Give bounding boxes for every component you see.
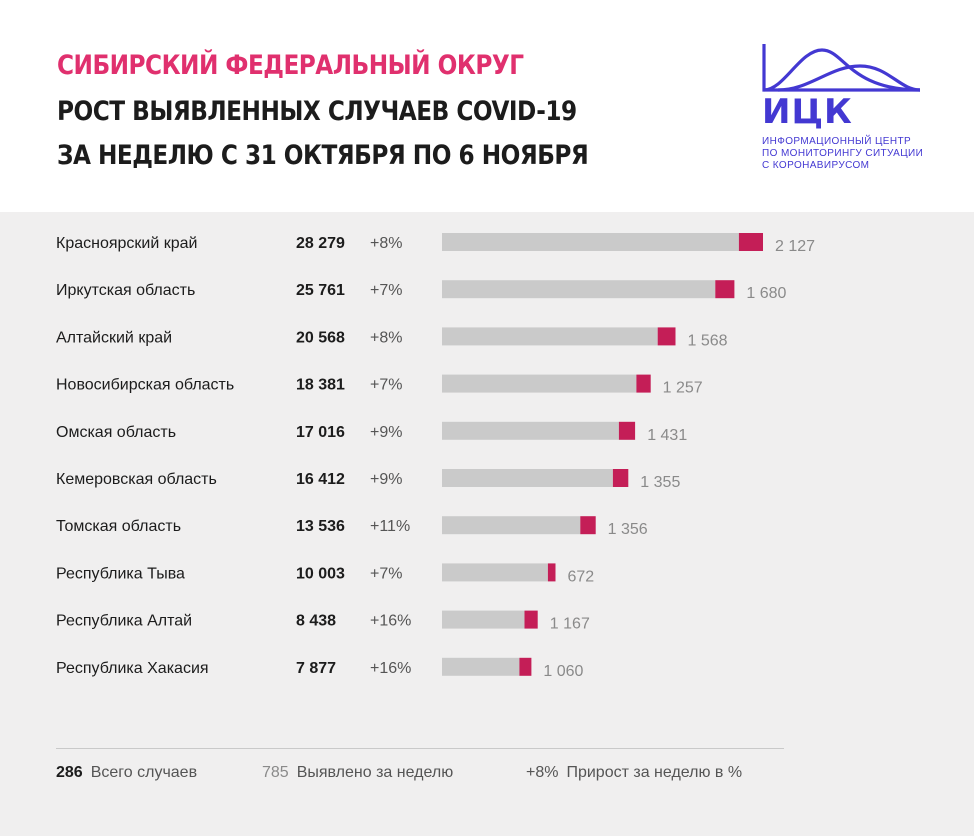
bar-previous [442,374,637,393]
growth-label: +7% [370,565,402,582]
week-value-label: 1 060 [543,663,583,680]
bar-week [519,657,532,676]
total-value-label: 18 381 [296,377,345,394]
logo-mountains-icon [762,44,921,92]
legend-week: 785 Выявлено за неделю [262,764,453,782]
total-value-label: 16 412 [296,471,345,488]
bar-week [657,327,676,346]
region-label: Республика Алтай [56,613,192,630]
bar-week [618,421,636,440]
bar-week [580,516,596,535]
week-value-label: 1 167 [550,616,590,633]
legend-growth: +8% Прирост за неделю в % [526,764,742,782]
total-value-label: 17 016 [296,424,345,441]
growth-label: +8% [370,329,402,346]
bar-previous [442,421,619,440]
region-label: Алтайский край [56,329,172,346]
total-value-label: 8 438 [296,613,336,630]
legend-total-value: 286 [56,764,83,781]
total-value-label: 25 761 [296,282,345,299]
week-value-label: 1 431 [647,427,687,444]
bar-previous [442,657,520,676]
bar-week [547,563,556,582]
week-value-label: 2 127 [775,238,815,255]
logo-desc-line: ПО МОНИТОРИНГУ СИТУАЦИИ [762,148,924,159]
growth-label: +9% [370,471,402,488]
week-value-label: 1 355 [640,474,680,491]
bar-previous [442,327,658,346]
growth-label: +16% [370,613,411,630]
bar-previous [442,280,716,299]
growth-label: +7% [370,282,402,299]
total-value-label: 10 003 [296,565,345,582]
legend-week-value: 785 [262,764,289,781]
legend-total: 286 Всего случаев [56,764,197,782]
legend-week-label: Выявлено за неделю [296,764,454,781]
region-label: Республика Хакасия [56,660,209,677]
total-value-label: 20 568 [296,329,345,346]
chart-subtitle: ЗА НЕДЕЛЮ С 31 ОКТЯБРЯ ПО 6 НОЯБРЯ [57,140,589,171]
bar-week [738,233,763,251]
logo-abbreviation: ИЦК [762,92,853,132]
legend-growth-value: +8% [526,764,559,781]
divider [56,748,784,749]
region-label: Красноярский край [56,235,197,252]
bar-chart: Красноярский край 28 279 +8% 2 127 Иркутская… [56,233,815,680]
week-value-label: 1 257 [663,380,703,397]
total-value-label: 13 536 [296,518,345,535]
growth-label: +9% [370,424,402,441]
week-value-label: 1 356 [608,521,648,538]
region-label: Омская область [56,424,176,441]
chart-panel: Красноярский край 28 279 +8% 2 127 Иркутская… [0,212,974,836]
week-value-label: 1 568 [688,332,728,349]
bar-previous [442,233,739,251]
chart-title: РОСТ ВЫЯВЛЕННЫХ СЛУЧАЕВ COVID-19 [57,96,577,127]
region-label: Иркутская область [56,282,195,299]
growth-label: +11% [370,518,410,535]
growth-label: +16% [370,660,411,677]
region-label: Новосибирская область [56,377,234,394]
logo-description: ИНФОРМАЦИОННЫЙ ЦЕНТР ПО МОНИТОРИНГУ СИТУ… [762,136,932,172]
total-value-label: 7 877 [296,660,336,677]
legend-total-label: Всего случаев [90,764,198,781]
week-value-label: 1 680 [746,285,786,302]
region-label: Томская область [56,518,181,535]
bar-week [612,469,629,487]
itsk-logo: ИЦК ИНФОРМАЦИОННЫЙ ЦЕНТР ПО МОНИТОРИНГУ … [760,40,930,180]
region-title: СИБИРСКИЙ ФЕДЕРАЛЬНЫЙ ОКРУГ [57,50,524,81]
logo-desc-line: ИНФОРМАЦИОННЫЙ ЦЕНТР [762,136,912,147]
bar-week [524,610,538,629]
bar-week [715,280,735,299]
week-value-label: 672 [568,568,595,585]
total-value-label: 28 279 [296,235,345,252]
bar-previous [442,610,525,629]
growth-label: +7% [370,377,402,394]
growth-label: +8% [370,235,402,252]
region-label: Республика Тыва [56,565,185,582]
logo-desc-line: С КОРОНАВИРУСОМ [762,160,870,171]
legend-growth-label: Прирост за неделю в % [566,764,743,781]
bar-previous [442,469,613,487]
bar-week [636,374,651,393]
region-label: Кемеровская область [56,471,217,488]
header: СИБИРСКИЙ ФЕДЕРАЛЬНЫЙ ОКРУГ РОСТ ВЫЯВЛЕН… [0,0,974,212]
bar-previous [442,516,581,535]
bar-previous [442,563,548,582]
